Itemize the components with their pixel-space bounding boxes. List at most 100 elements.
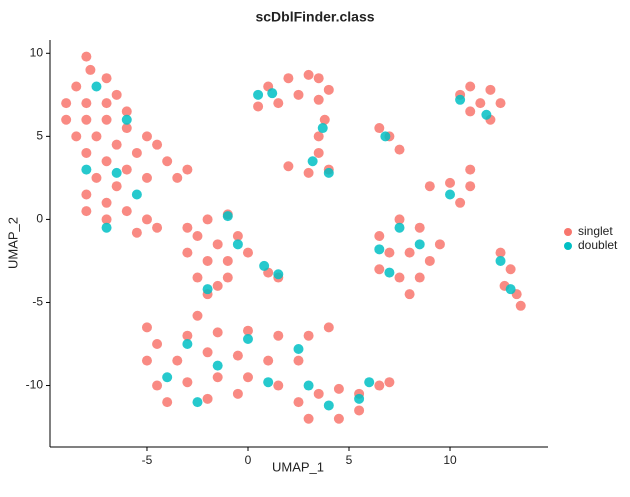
point (141, 214, 152, 225)
point (465, 106, 476, 117)
point (81, 51, 92, 62)
point (121, 206, 132, 217)
point (91, 131, 102, 142)
y-tick-label: -10 (26, 378, 44, 392)
point (380, 131, 391, 142)
y-tick-label: 10 (30, 45, 44, 59)
point (273, 380, 284, 391)
point (307, 156, 318, 167)
point (242, 325, 253, 336)
point (374, 380, 385, 391)
point (374, 264, 385, 275)
point (172, 355, 183, 366)
point (303, 167, 314, 178)
point (319, 114, 330, 125)
point (152, 380, 163, 391)
point (384, 377, 395, 388)
point (131, 147, 142, 158)
point (85, 64, 96, 75)
point (267, 88, 278, 99)
point (394, 272, 405, 283)
point (81, 114, 92, 125)
point (232, 231, 243, 242)
point (192, 272, 203, 283)
point (414, 222, 425, 233)
point (121, 123, 132, 134)
point (481, 109, 492, 120)
point (212, 280, 223, 291)
point (121, 164, 132, 175)
point (273, 269, 284, 280)
point (222, 272, 233, 283)
point (111, 139, 122, 150)
point (313, 388, 324, 399)
point (172, 172, 183, 183)
x-tick-label: 5 (346, 453, 353, 467)
point (111, 167, 122, 178)
point (434, 239, 445, 250)
point (313, 94, 324, 105)
point (394, 144, 405, 155)
point (505, 264, 516, 275)
point (81, 164, 92, 175)
point (162, 397, 173, 408)
point (465, 81, 476, 92)
point (242, 247, 253, 258)
point (182, 377, 193, 388)
point (81, 189, 92, 200)
point (293, 397, 304, 408)
point (293, 343, 304, 354)
point (141, 322, 152, 333)
point (303, 413, 314, 424)
point (232, 350, 243, 361)
point (374, 231, 385, 242)
point (222, 211, 233, 222)
legend-label: singlet (578, 224, 613, 238)
point (414, 272, 425, 283)
point (61, 98, 72, 109)
point (61, 114, 72, 125)
x-tick-label: -5 (142, 453, 153, 467)
point (242, 372, 253, 383)
point (414, 239, 425, 250)
point (192, 231, 203, 242)
point (242, 334, 253, 345)
point (101, 98, 112, 109)
point (141, 355, 152, 366)
point (495, 255, 506, 266)
point (313, 73, 324, 84)
point (182, 247, 193, 258)
point (101, 214, 112, 225)
point (202, 255, 213, 266)
point (182, 222, 193, 233)
point (374, 244, 385, 255)
point (259, 260, 270, 271)
point (354, 405, 365, 416)
y-tick-label: 0 (36, 212, 43, 226)
point (202, 214, 213, 225)
point (101, 114, 112, 125)
point (192, 397, 203, 408)
point (253, 89, 264, 100)
point (71, 131, 82, 142)
point (101, 197, 112, 208)
point (313, 131, 324, 142)
point (253, 101, 264, 112)
point (182, 330, 193, 341)
point (364, 377, 375, 388)
point (212, 239, 223, 250)
point (317, 123, 328, 134)
point (495, 98, 506, 109)
point (273, 98, 284, 109)
chart-title: scDblFinder.class (255, 9, 374, 25)
point (182, 339, 193, 350)
legend-label: doublet (578, 238, 618, 252)
point (384, 247, 395, 258)
point (111, 89, 122, 100)
point (131, 227, 142, 238)
point (354, 393, 365, 404)
point (192, 310, 203, 321)
point (424, 255, 435, 266)
point (152, 139, 163, 150)
point (91, 81, 102, 92)
